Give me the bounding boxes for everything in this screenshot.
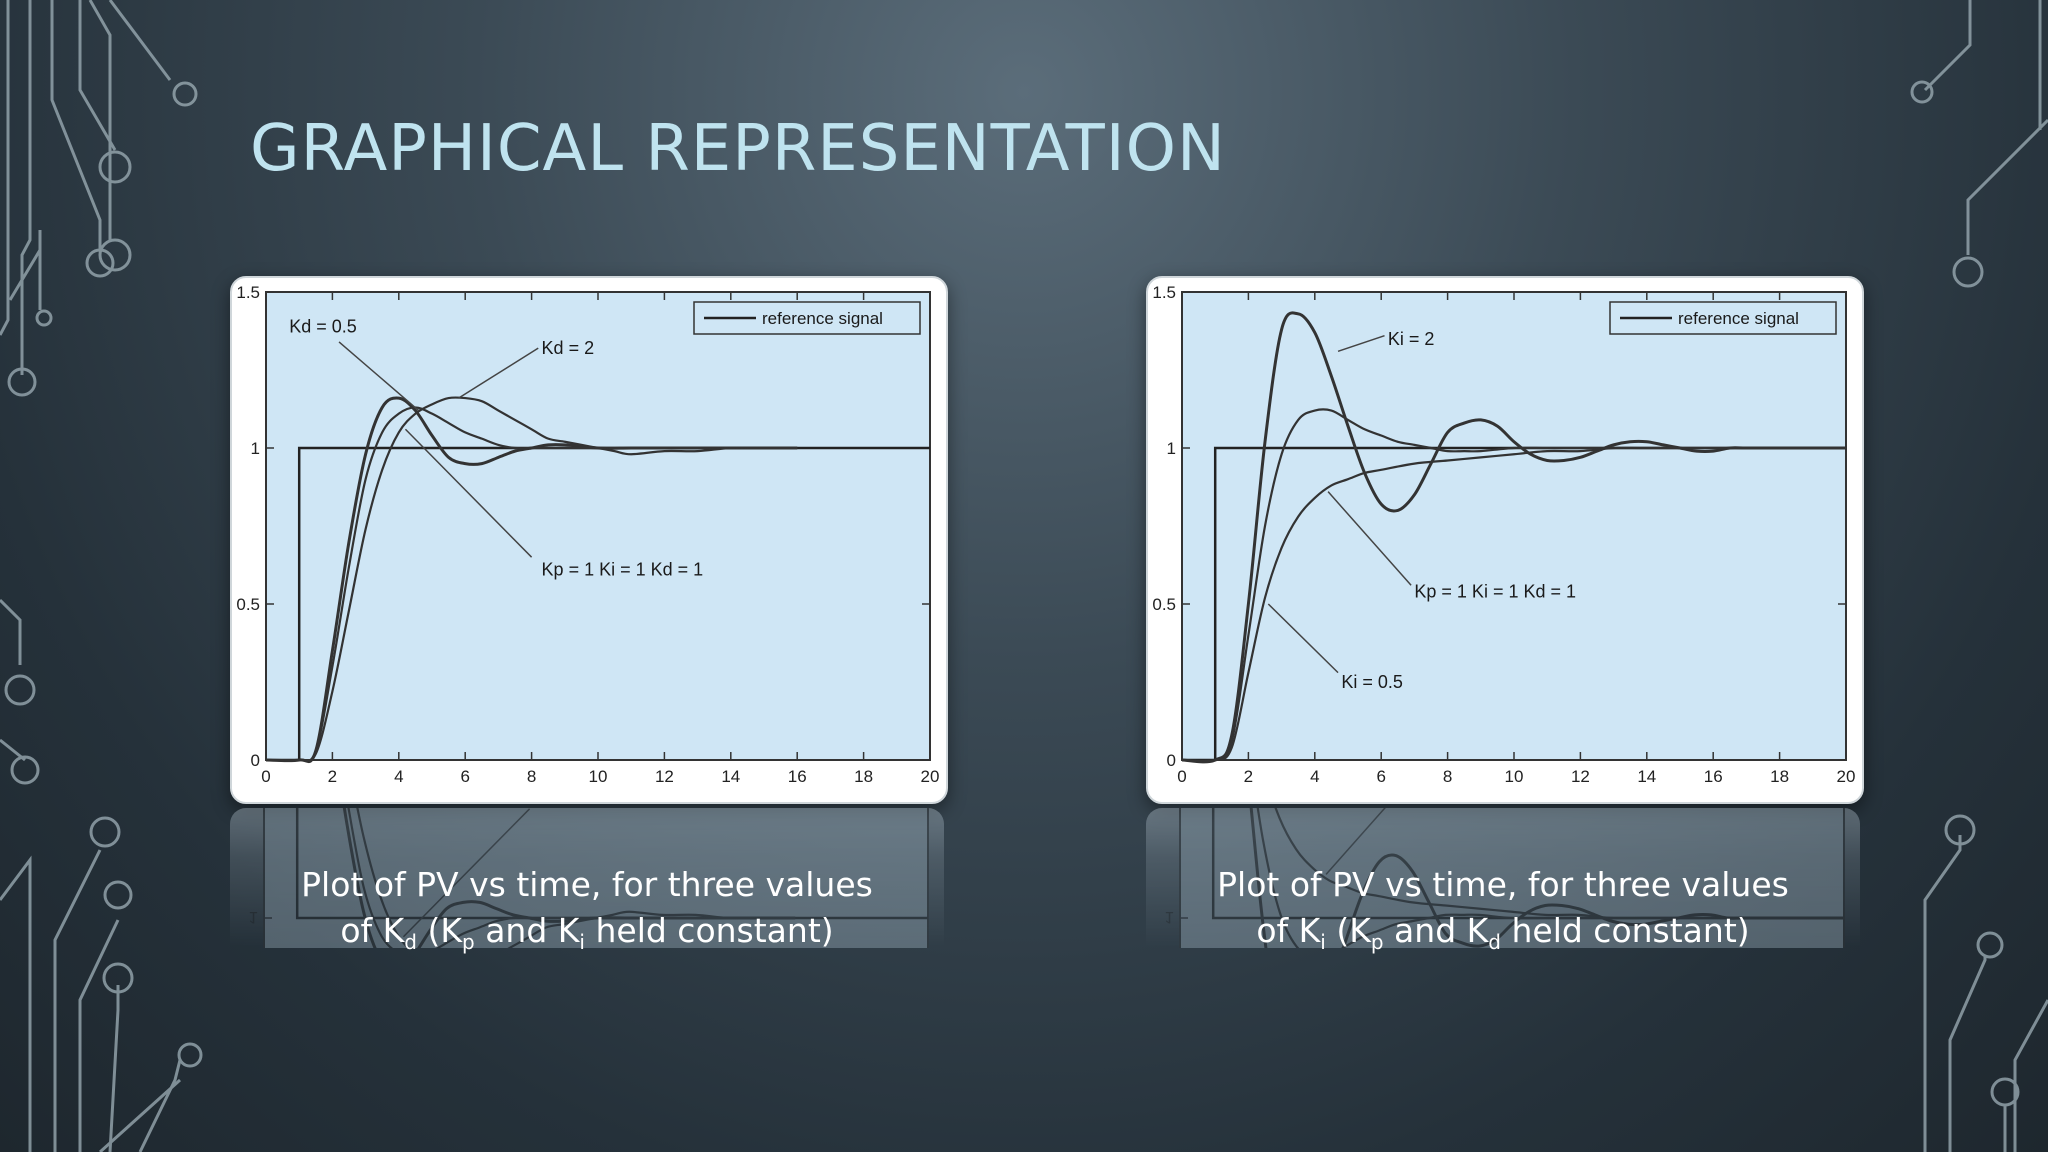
x-tick-label: 14 <box>721 767 740 786</box>
caption-text: (K <box>1325 911 1371 950</box>
x-tick-label: 12 <box>655 767 674 786</box>
chart-ki-frame: 0 2 4 6 8 10 12 14 16 18 20 0 0.5 1 1.5 Ki = 2 Kp = 1 Ki… <box>1146 276 1864 804</box>
caption-text: of K <box>340 911 405 950</box>
caption-text: (K <box>416 911 462 950</box>
y-tick-label: 0.5 <box>1152 595 1176 614</box>
annotation-leader <box>1337 334 1385 352</box>
x-tick-label: 0 <box>1177 767 1186 786</box>
x-tick-label: 16 <box>788 767 807 786</box>
caption-subscript: p <box>1370 930 1384 954</box>
x-tick-label: 14 <box>1637 767 1656 786</box>
caption-subscript: p <box>462 930 475 954</box>
x-tick-label: 8 <box>1443 767 1452 786</box>
caption-text: and K <box>474 911 580 950</box>
y-tick-label: 1.5 <box>1152 283 1176 302</box>
x-tick-label: 4 <box>394 767 403 786</box>
chart-ki-svg: 0 2 4 6 8 10 12 14 16 18 20 0 0.5 1 1.5 Ki = 2 Kp = 1 Ki… <box>1152 283 1856 786</box>
annotation-label: Ki = 0.5 <box>1341 672 1403 692</box>
chart-kd-svg: 0 2 4 6 8 10 12 14 16 18 20 0 0.5 1 1.5 Kd = 0.5 Kd = 2 K… <box>236 283 940 786</box>
y-tick-label: 0.5 <box>236 595 260 614</box>
annotation-leader <box>1327 491 1412 586</box>
caption-kd-line2: of Kd (Kp and Ki held constant) <box>230 908 944 954</box>
plot-area <box>263 808 929 948</box>
x-tick-label: 12 <box>1571 767 1590 786</box>
x-tick-label: 6 <box>460 767 469 786</box>
caption-ki-line2: of Ki (Kp and Kd held constant) <box>1146 908 1860 954</box>
x-tick-label: 6 <box>1376 767 1385 786</box>
annotation-label: Kd = 2 <box>542 338 595 358</box>
x-tick-label: 18 <box>1770 767 1789 786</box>
annotation-leader <box>404 428 533 558</box>
series-line-0 <box>1179 808 1844 948</box>
x-tick-label: 0 <box>261 767 270 786</box>
caption-text: held constant) <box>1500 911 1750 950</box>
caption-kd-line1: Plot of PV vs time, for three values <box>301 865 873 904</box>
y-tick-label: 0 <box>1167 751 1176 770</box>
caption-subscript: d <box>1488 930 1501 954</box>
caption-subscript: i <box>579 930 585 954</box>
x-tick-label: 10 <box>589 767 608 786</box>
annotation-label: Kd = 0.5 <box>289 316 357 336</box>
annotation-leader <box>1267 603 1339 674</box>
slide-title: GRAPHICAL REPRESENTATION <box>250 112 1226 186</box>
caption-text: held constant) <box>584 911 834 950</box>
series-line-0 <box>1181 311 1846 764</box>
legend-label: reference signal <box>1678 309 1799 328</box>
caption-text: of K <box>1256 911 1321 950</box>
annotation-leader <box>458 347 539 399</box>
annotation-leader <box>402 808 531 938</box>
annotation-label: Kp = 1 Ki = 1 Kd = 1 <box>1414 582 1576 602</box>
series-line-1 <box>265 406 798 762</box>
x-tick-label: 20 <box>921 767 940 786</box>
reference-signal-line <box>264 808 928 920</box>
series-line-1 <box>1179 808 1844 948</box>
x-tick-label: 16 <box>1704 767 1723 786</box>
y-tick-label: 1 <box>249 908 258 927</box>
y-tick-label: 1 <box>1165 908 1174 927</box>
x-tick-label: 18 <box>854 767 873 786</box>
x-tick-label: 20 <box>1837 767 1856 786</box>
reference-signal-line <box>1180 808 1844 920</box>
caption-kd: Plot of PV vs time, for three values of … <box>230 862 944 954</box>
y-tick-label: 1 <box>1167 439 1176 458</box>
legend-label: reference signal <box>762 309 883 328</box>
series-line-2 <box>1179 808 1844 920</box>
x-tick-label: 2 <box>328 767 337 786</box>
series-line-2 <box>265 396 798 762</box>
caption-text: and K <box>1383 911 1489 950</box>
chart-kd-frame: 0 2 4 6 8 10 12 14 16 18 20 0 0.5 1 1.5 Kd = 0.5 Kd = 2 K… <box>230 276 948 804</box>
plot-area <box>1181 291 1847 761</box>
y-tick-label: 1.5 <box>236 283 260 302</box>
x-tick-label: 2 <box>1244 767 1253 786</box>
series-line-1 <box>263 808 796 948</box>
x-tick-label: 10 <box>1505 767 1524 786</box>
y-tick-label: 0 <box>251 751 260 770</box>
y-tick-label: 1 <box>251 439 260 458</box>
annotation-label: Ki = 2 <box>1388 329 1435 349</box>
caption-subscript: i <box>1320 930 1326 954</box>
series-line-1 <box>1181 408 1846 763</box>
x-tick-label: 8 <box>527 767 536 786</box>
series-line-2 <box>263 808 796 948</box>
annotation-leader <box>1325 808 1410 875</box>
caption-ki: Plot of PV vs time, for three values of … <box>1146 862 1860 954</box>
plot-area <box>1179 808 1845 948</box>
annotation-leader <box>338 341 420 412</box>
plot-area <box>265 291 931 761</box>
series-line-2 <box>1181 446 1846 763</box>
caption-subscript: d <box>404 930 417 954</box>
series-line-0 <box>263 808 796 948</box>
caption-ki-line1: Plot of PV vs time, for three values <box>1217 865 1789 904</box>
x-tick-label: 4 <box>1310 767 1319 786</box>
annotation-label: Kp = 1 Ki = 1 Kd = 1 <box>542 560 704 580</box>
